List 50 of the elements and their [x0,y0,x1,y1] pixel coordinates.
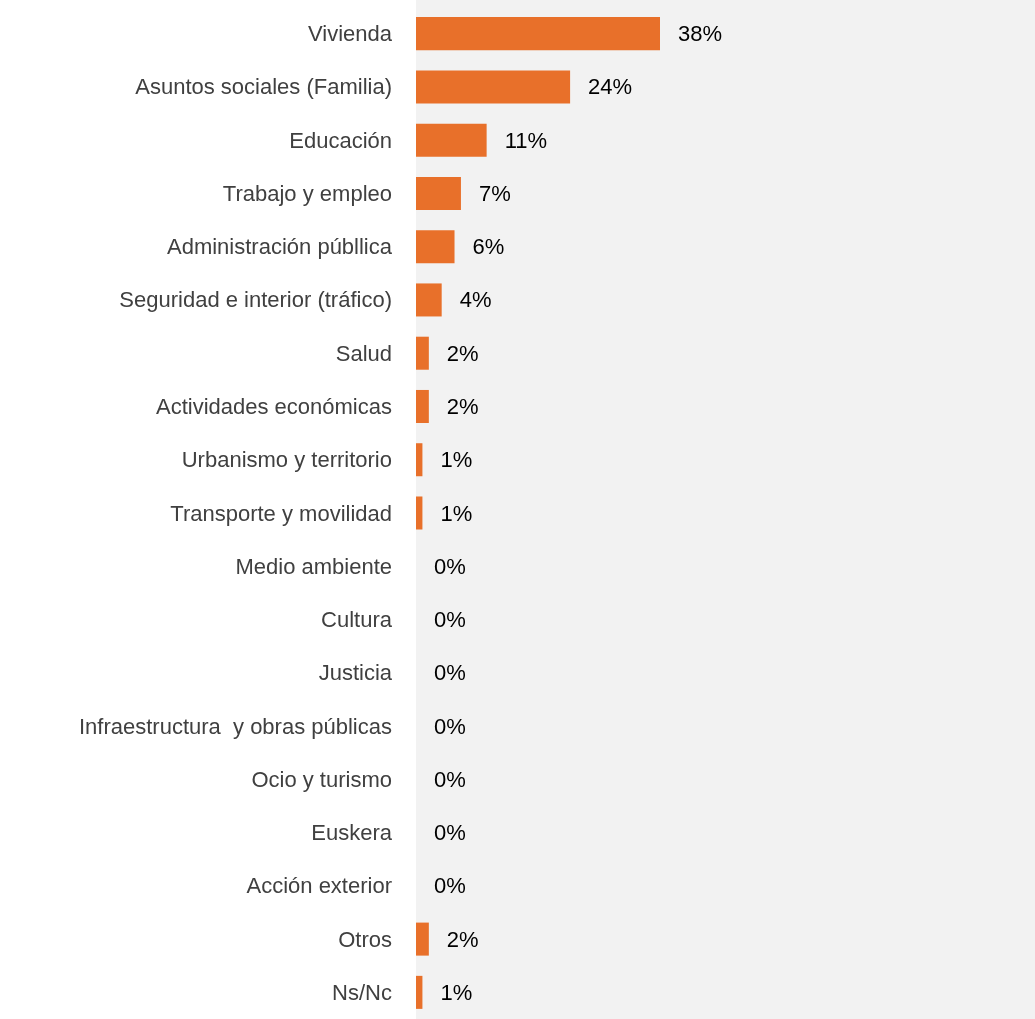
data-label: 11% [504,127,548,153]
data-label: 2% [446,393,479,419]
bar [416,176,461,210]
data-label: 0% [434,713,466,739]
data-label: 0% [434,553,466,579]
bar [416,283,442,317]
y-tick-label: Cultura [321,607,393,633]
bar [416,975,423,1009]
bar [416,17,660,51]
data-label: 1% [440,979,473,1005]
y-tick-label: Otros [338,926,392,952]
data-label: 7% [478,180,511,206]
y-tick-label: Asuntos sociales (Familia) [135,74,392,100]
data-label: 6% [472,234,505,260]
y-tick-label: Ocio y turismo [251,766,392,792]
y-tick-label: Trabajo y empleo [222,180,392,206]
bar [416,389,429,423]
data-label: 0% [434,607,466,633]
y-tick-label: Seguridad e interior (tráfico) [119,287,392,313]
data-label: 0% [434,766,466,792]
data-label: 24% [588,74,633,100]
y-tick-label: Justicia [318,660,393,686]
data-label: 0% [434,660,466,686]
data-label: 1% [440,500,473,526]
y-tick-label: Urbanismo y territorio [181,447,392,473]
y-tick-label: Administración públlica [167,234,393,260]
bar [416,922,429,956]
y-tick-label: Infraestructura y obras públicas [78,713,392,739]
y-tick-label: Ns/Nc [332,979,392,1005]
bar [416,230,455,264]
y-tick-label: Vivienda [308,21,393,47]
bar [416,123,487,157]
bar [416,496,423,530]
y-tick-label: Actividades económicas [155,393,392,419]
data-label: 0% [434,873,466,899]
y-tick-label: Educación [289,127,392,153]
data-label: 1% [440,447,473,473]
y-tick-label: Medio ambiente [235,553,392,579]
bar [416,443,423,477]
data-label: 2% [446,340,479,366]
y-tick-label: Transporte y movilidad [170,500,392,526]
y-tick-label: Acción exterior [246,873,392,899]
y-tick-label: Euskera [311,820,393,846]
bar [416,70,571,104]
bar [416,336,429,370]
data-label: 4% [459,287,492,313]
y-tick-label: Salud [335,340,392,366]
data-label: 2% [446,926,479,952]
data-label: 38% [678,21,723,47]
data-label: 0% [434,820,466,846]
